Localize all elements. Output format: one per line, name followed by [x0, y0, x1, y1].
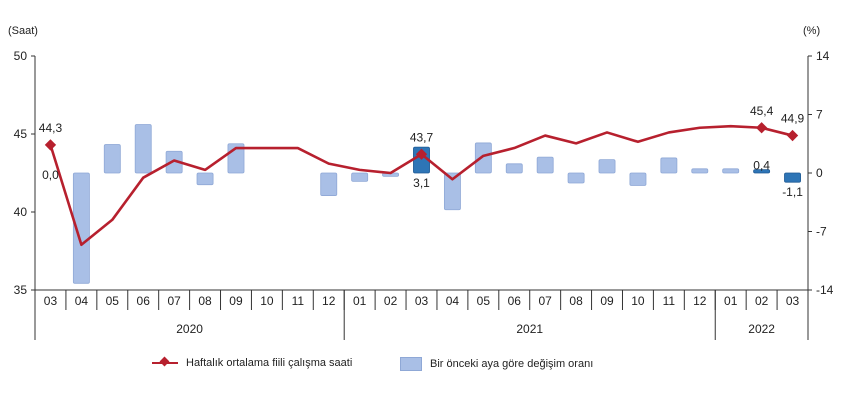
x-tick-label: 01 — [724, 294, 738, 308]
bar — [629, 172, 647, 186]
data-label: 3,1 — [413, 176, 430, 190]
line-marker — [415, 148, 428, 160]
right-tick-label: -14 — [816, 283, 834, 297]
x-tick-label: 02 — [755, 294, 769, 308]
bar — [196, 172, 214, 186]
x-tick-label: 11 — [292, 294, 305, 308]
year-label: 2022 — [748, 322, 775, 336]
x-tick-label: 11 — [663, 294, 676, 308]
bar — [320, 172, 338, 196]
bar — [660, 157, 678, 174]
x-tick-label: 06 — [137, 294, 151, 308]
left-tick-label: 35 — [14, 283, 28, 297]
x-tick-label: 06 — [508, 294, 522, 308]
line-series — [44, 122, 799, 247]
year-label: 2021 — [516, 322, 543, 336]
x-tick-label: 03 — [786, 294, 800, 308]
x-tick-label: 09 — [229, 294, 243, 308]
x-tick-label: 12 — [322, 294, 336, 308]
right-tick-label: 7 — [816, 108, 823, 122]
bar — [505, 163, 523, 174]
x-tick-label: 03 — [44, 294, 58, 308]
legend-bar-label: Bir önceki aya göre değişim oranı — [430, 358, 594, 370]
x-tick-label: 12 — [693, 294, 707, 308]
x-tick-label: 10 — [260, 294, 274, 308]
x-tick-label: 08 — [198, 294, 212, 308]
x-tick-label: 04 — [446, 294, 460, 308]
axes: 50 45 40 35 14 7 0 -7 -14 03 04 05 06 07 08 09 10 11 12 01 0… — [14, 49, 834, 340]
x-tick-label: 07 — [167, 294, 181, 308]
right-tick-label: 0 — [816, 166, 823, 180]
legend-line-item: Haftalık ortalama fiili çalışma saati — [152, 357, 352, 369]
x-tick-label: 08 — [569, 294, 583, 308]
x-tick-label: 07 — [539, 294, 553, 308]
legend-line-label: Haftalık ortalama fiili çalışma saati — [186, 357, 353, 369]
bar — [784, 172, 801, 183]
x-tick-label: 10 — [631, 294, 645, 308]
x-tick-label: 05 — [106, 294, 120, 308]
line-marker — [44, 139, 57, 151]
year-label: 2020 — [176, 322, 203, 336]
bar — [691, 168, 709, 174]
data-label: 0,0 — [42, 168, 59, 182]
bar — [474, 142, 492, 174]
data-labels: 44,3 0,0 43,7 3,1 45,4 0,4 44,9 -1,1 — [39, 104, 805, 199]
left-tick-label: 45 — [14, 127, 28, 141]
data-label: 44,9 — [781, 112, 805, 126]
bar — [134, 124, 152, 174]
bar — [753, 169, 771, 174]
line-marker — [755, 122, 768, 134]
x-tick-label: 02 — [384, 294, 398, 308]
x-tick-label: 05 — [477, 294, 491, 308]
left-axis-unit: (Saat) — [8, 25, 38, 37]
bar — [72, 172, 90, 284]
right-tick-label: -7 — [816, 225, 827, 239]
legend-bar-swatch — [400, 357, 422, 371]
data-label: 0,4 — [753, 159, 770, 173]
bar — [598, 159, 616, 174]
bar-series — [72, 124, 801, 284]
x-tick-label: 01 — [353, 294, 367, 308]
bar — [722, 168, 740, 174]
bar — [351, 172, 369, 182]
x-tick-label: 04 — [75, 294, 89, 308]
bar — [443, 172, 461, 211]
line-marker — [786, 129, 799, 142]
left-tick-label: 40 — [14, 205, 28, 219]
bar — [103, 144, 121, 174]
right-axis-unit: (%) — [803, 25, 820, 37]
data-label: 43,7 — [410, 130, 434, 144]
right-tick-label: 14 — [816, 49, 830, 63]
data-label: 44,3 — [39, 121, 63, 135]
x-tick-label: 09 — [600, 294, 614, 308]
data-label: -1,1 — [782, 185, 803, 199]
bar — [567, 172, 585, 184]
bar — [536, 156, 554, 174]
x-tick-label: 03 — [415, 294, 429, 308]
data-label: 45,4 — [750, 104, 774, 118]
legend-line-swatch — [152, 362, 178, 364]
legend-bar-item: Bir önceki aya göre değişim oranı — [400, 357, 593, 371]
left-tick-label: 50 — [14, 49, 28, 63]
